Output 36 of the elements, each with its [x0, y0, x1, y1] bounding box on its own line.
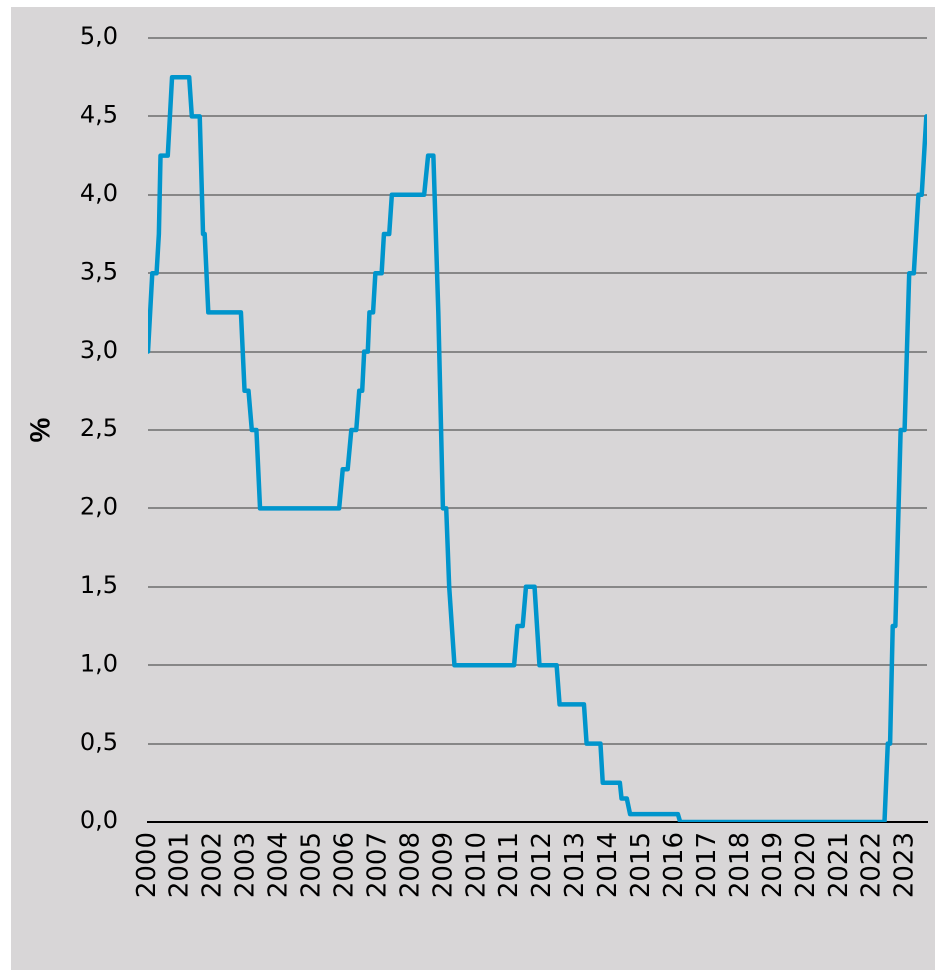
y-tick-label: 3,0: [80, 336, 118, 364]
y-tick-label: 4,5: [80, 100, 118, 129]
x-tick-label: 2022: [856, 832, 887, 898]
y-tick-label: 5,0: [80, 22, 118, 50]
x-tick-label: 2008: [395, 832, 426, 898]
y-tick-label: 0,0: [80, 806, 118, 834]
x-tick-label: 2004: [264, 832, 294, 898]
x-tick-label: 2007: [362, 832, 392, 898]
x-tick-label: 2002: [198, 832, 228, 898]
y-tick-label: 1,0: [80, 649, 118, 678]
x-tick-label: 2019: [758, 832, 788, 898]
x-tick-label: 2015: [626, 832, 656, 898]
y-tick-label: 4,0: [80, 179, 118, 208]
x-tick-label: 2018: [724, 832, 755, 898]
x-tick-label: 2000: [132, 832, 162, 898]
x-tick-label: 2011: [494, 832, 524, 898]
x-tick-label: 2013: [560, 832, 590, 898]
x-tick-label: 2001: [164, 832, 195, 898]
x-tick-label: 2006: [329, 832, 360, 898]
x-tick-label: 2012: [527, 832, 558, 898]
x-tick-label: 2003: [230, 832, 261, 898]
x-tick-label: 2005: [296, 832, 327, 898]
y-tick-label: 1,5: [80, 571, 118, 600]
y-tick-label: 0,5: [80, 728, 118, 756]
x-tick-label: 2020: [790, 832, 821, 898]
y-axis-title: %: [24, 417, 56, 442]
x-tick-label: 2010: [461, 832, 492, 898]
y-tick-label: 3,5: [80, 257, 118, 286]
x-tick-label: 2016: [658, 832, 689, 898]
x-tick-label: 2017: [692, 832, 722, 898]
x-tick-label: 2021: [824, 832, 854, 898]
x-tick-label: 2023: [890, 832, 920, 898]
x-tick-label: 2014: [593, 832, 624, 898]
y-tick-label: 2,0: [80, 492, 118, 521]
x-tick-label: 2009: [428, 832, 458, 898]
y-tick-label: 2,5: [80, 414, 118, 442]
